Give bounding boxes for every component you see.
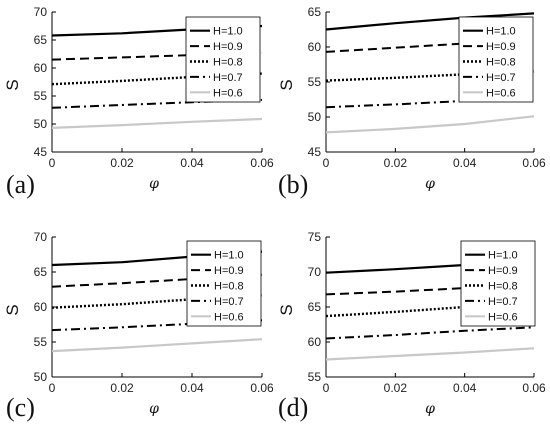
x-tick-label: 0.02 <box>384 381 408 395</box>
y-axis-label: S <box>277 304 296 315</box>
x-tick-label: 0.06 <box>522 156 546 170</box>
series-line-H=0.6 <box>51 338 263 353</box>
y-tick-label: 70 <box>34 5 48 19</box>
series-line-H=0.6 <box>51 117 263 129</box>
legend: H=1.0 H=0.9 H=0.8 H=0.7 H=0.6 <box>186 240 262 327</box>
legend-label: H=0.6 <box>214 311 244 323</box>
series-line-H=0.6 <box>325 347 535 361</box>
legend-label: H=0.7 <box>486 72 516 84</box>
chart-panel-4: 0 0.02 0.04 0.065560657075Sφ(d)H=1.0H=0.9H=… <box>277 230 546 422</box>
x-tick-label: 0 <box>323 156 330 170</box>
x-tick-label: 0 <box>49 381 56 395</box>
legend-label: H=1.0 <box>486 26 516 38</box>
x-tick-label: 0.02 <box>384 156 408 170</box>
legend-label: H=0.6 <box>213 87 243 99</box>
y-tick-label: 50 <box>34 117 48 131</box>
legend-box <box>460 240 536 327</box>
x-tick-label: 0.02 <box>110 381 134 395</box>
y-tick-label: 55 <box>308 370 322 384</box>
y-tick-label: 70 <box>308 265 322 279</box>
y-tick-label: 60 <box>34 300 48 314</box>
series-line-H=0.8 <box>51 72 263 86</box>
y-axis-label: S <box>3 79 22 90</box>
y-tick-label: 55 <box>34 335 48 349</box>
chart-panel-3: 0 0.02 0.04 0.065055606570Sφ(c)H=1.0H=0.9H=… <box>3 230 274 422</box>
series-line-H=0.7 <box>325 326 535 340</box>
y-tick-label: 45 <box>308 145 322 159</box>
y-tick-label: 75 <box>308 230 322 244</box>
y-tick-label: 65 <box>308 300 322 314</box>
y-axis-label: S <box>277 79 296 90</box>
x-tick-label: 0.04 <box>453 381 477 395</box>
y-tick-label: 65 <box>34 265 48 279</box>
y-tick-label: 60 <box>34 61 48 75</box>
x-tick-label: 0.06 <box>250 381 274 395</box>
y-tick-label: 60 <box>308 335 322 349</box>
chart-panel-1: 0 0.02 0.04 0.06 45 50 55 60 65 70 Sφ (a) H=1.0 H=0.9… <box>3 5 274 199</box>
legend-label: H=0.9 <box>214 265 244 277</box>
legend-label: H=0.9 <box>488 265 518 277</box>
x-axis-label: φ <box>149 401 159 417</box>
panel-label: (c) <box>6 393 35 422</box>
y-tick-label: 70 <box>34 230 48 244</box>
legend-label: H=1.0 <box>214 250 244 262</box>
panel-label: (d) <box>278 393 308 422</box>
x-tick-label: 0 <box>49 156 56 170</box>
series-line-H=1.0 <box>325 12 535 31</box>
y-tick-label: 55 <box>34 89 48 103</box>
legend-label: H=0.7 <box>213 72 243 84</box>
x-tick-label: 0.06 <box>522 381 546 395</box>
y-tick-label: 65 <box>34 33 48 47</box>
series-line-H=0.8 <box>51 293 263 309</box>
x-tick-label: 0.04 <box>180 381 204 395</box>
x-tick-label: 0.02 <box>110 156 134 170</box>
y-tick-label: 45 <box>34 145 48 159</box>
legend-label: H=0.9 <box>213 41 243 53</box>
series-line-H=0.6 <box>325 115 535 134</box>
x-tick-label: 0 <box>323 381 330 395</box>
y-tick-label: 50 <box>34 370 48 384</box>
panel-label: (b) <box>278 170 308 199</box>
legend-label: H=0.7 <box>214 296 244 308</box>
y-tick-label: 65 <box>308 5 322 19</box>
x-tick-label: 0.04 <box>180 156 204 170</box>
legend-label: H=0.9 <box>486 41 516 53</box>
legend: H=1.0 H=0.9 H=0.8 H=0.7 H=0.6 <box>458 16 534 103</box>
x-tick-label: 0.06 <box>250 156 274 170</box>
legend-label: H=0.8 <box>488 281 518 293</box>
legend-label: H=0.8 <box>213 57 243 69</box>
y-axis-label: S <box>3 304 22 315</box>
legend-label: H=0.7 <box>488 296 518 308</box>
legend: H=1.0 H=0.9 H=0.8 H=0.7 H=0.6 <box>460 240 536 327</box>
y-tick-label: 50 <box>308 110 322 124</box>
x-tick-label: 0.04 <box>453 156 477 170</box>
y-tick-label: 60 <box>308 40 322 54</box>
panel-label: (a) <box>6 170 35 199</box>
x-axis-label: φ <box>425 176 435 192</box>
legend: H=1.0 H=0.9 H=0.8 H=0.7 H=0.6 <box>185 16 261 103</box>
y-tick-label: 55 <box>308 75 322 89</box>
x-axis-label: φ <box>149 176 159 192</box>
legend-label: H=0.6 <box>486 87 516 99</box>
legend-label: H=0.8 <box>486 57 516 69</box>
legend-label: H=0.8 <box>214 281 244 293</box>
chart-panel-2: 0 0.02 0.04 0.064550556065Sφ(b)H=1.0H=0.9H=… <box>277 5 546 199</box>
legend-label: H=1.0 <box>488 250 518 262</box>
legend-label: H=0.6 <box>488 311 518 323</box>
x-axis-label: φ <box>425 401 435 417</box>
legend-label: H=1.0 <box>213 26 243 38</box>
